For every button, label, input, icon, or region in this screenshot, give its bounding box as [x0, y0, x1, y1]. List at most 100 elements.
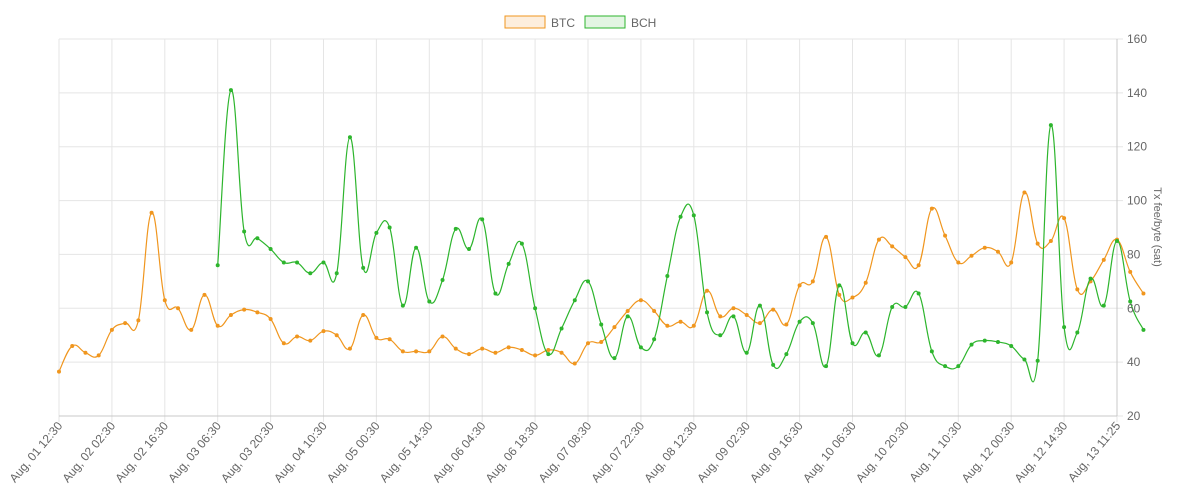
- data-point-bch[interactable]: [1048, 123, 1053, 128]
- data-point-bch[interactable]: [718, 333, 723, 338]
- data-point-btc[interactable]: [837, 292, 842, 297]
- data-point-bch[interactable]: [387, 225, 392, 230]
- data-point-bch[interactable]: [506, 261, 511, 266]
- data-point-btc[interactable]: [136, 318, 141, 323]
- data-point-btc[interactable]: [731, 306, 736, 311]
- data-point-btc[interactable]: [453, 346, 458, 351]
- data-point-btc[interactable]: [308, 338, 313, 343]
- data-point-bch[interactable]: [757, 303, 762, 308]
- data-point-btc[interactable]: [943, 233, 948, 238]
- data-point-bch[interactable]: [929, 349, 934, 354]
- data-point-bch[interactable]: [850, 341, 855, 346]
- data-point-btc[interactable]: [347, 346, 352, 351]
- data-point-bch[interactable]: [1101, 303, 1106, 308]
- data-point-btc[interactable]: [361, 313, 366, 318]
- data-point-btc[interactable]: [903, 255, 908, 260]
- data-point-bch[interactable]: [215, 263, 220, 268]
- data-point-bch[interactable]: [1022, 357, 1027, 362]
- data-point-bch[interactable]: [1088, 276, 1093, 281]
- data-point-bch[interactable]: [400, 303, 405, 308]
- data-point-btc[interactable]: [1048, 238, 1053, 243]
- data-point-btc[interactable]: [109, 327, 114, 332]
- data-point-btc[interactable]: [215, 323, 220, 328]
- data-point-bch[interactable]: [453, 226, 458, 231]
- data-point-btc[interactable]: [784, 322, 789, 327]
- data-point-btc[interactable]: [387, 337, 392, 342]
- data-point-btc[interactable]: [586, 341, 590, 346]
- data-point-bch[interactable]: [1075, 330, 1080, 335]
- data-point-btc[interactable]: [202, 292, 207, 297]
- data-point-btc[interactable]: [1141, 291, 1146, 296]
- data-point-bch[interactable]: [876, 353, 881, 358]
- data-point-bch[interactable]: [347, 135, 352, 140]
- data-point-bch[interactable]: [744, 350, 749, 355]
- data-point-btc[interactable]: [57, 369, 61, 374]
- data-point-btc[interactable]: [956, 260, 961, 265]
- data-point-btc[interactable]: [546, 348, 551, 353]
- data-point-btc[interactable]: [506, 345, 511, 350]
- data-point-bch[interactable]: [586, 279, 590, 284]
- data-point-bch[interactable]: [837, 283, 842, 288]
- data-point-btc[interactable]: [559, 350, 564, 355]
- data-point-bch[interactable]: [705, 310, 710, 315]
- data-point-bch[interactable]: [361, 265, 366, 270]
- data-point-btc[interactable]: [810, 279, 815, 284]
- data-point-btc[interactable]: [321, 329, 326, 334]
- data-point-btc[interactable]: [1009, 260, 1014, 265]
- data-point-bch[interactable]: [969, 342, 974, 347]
- data-point-btc[interactable]: [1075, 287, 1080, 292]
- data-point-btc[interactable]: [519, 348, 524, 353]
- data-point-bch[interactable]: [228, 88, 233, 93]
- data-point-btc[interactable]: [824, 234, 829, 239]
- data-point-bch[interactable]: [995, 339, 1000, 344]
- data-point-btc[interactable]: [665, 323, 670, 328]
- data-point-btc[interactable]: [374, 335, 379, 340]
- data-point-bch[interactable]: [599, 322, 604, 327]
- data-point-bch[interactable]: [427, 299, 432, 304]
- data-point-bch[interactable]: [652, 337, 657, 342]
- data-point-btc[interactable]: [96, 353, 101, 358]
- data-point-btc[interactable]: [268, 317, 273, 322]
- data-point-bch[interactable]: [916, 291, 921, 296]
- data-point-bch[interactable]: [612, 356, 617, 361]
- data-point-btc[interactable]: [189, 327, 194, 332]
- data-point-btc[interactable]: [625, 308, 630, 313]
- data-point-btc[interactable]: [466, 352, 471, 357]
- data-point-btc[interactable]: [176, 306, 181, 311]
- data-point-bch[interactable]: [493, 291, 498, 296]
- data-point-btc[interactable]: [123, 321, 128, 326]
- data-point-btc[interactable]: [1128, 269, 1133, 274]
- data-point-bch[interactable]: [295, 260, 300, 265]
- data-point-bch[interactable]: [1115, 238, 1119, 243]
- data-point-bch[interactable]: [533, 306, 538, 311]
- data-point-bch[interactable]: [321, 260, 326, 265]
- data-point-btc[interactable]: [771, 307, 776, 312]
- data-point-btc[interactable]: [228, 313, 233, 318]
- data-point-btc[interactable]: [400, 349, 405, 354]
- data-point-bch[interactable]: [784, 352, 789, 357]
- data-point-btc[interactable]: [797, 283, 802, 288]
- data-point-btc[interactable]: [982, 245, 987, 250]
- data-point-btc[interactable]: [1101, 257, 1106, 262]
- data-point-bch[interactable]: [1128, 299, 1133, 304]
- data-point-bch[interactable]: [255, 236, 260, 241]
- data-point-bch[interactable]: [863, 330, 868, 335]
- data-point-bch[interactable]: [691, 213, 696, 218]
- data-point-btc[interactable]: [744, 313, 749, 318]
- data-point-bch[interactable]: [678, 214, 683, 219]
- data-point-bch[interactable]: [638, 345, 643, 350]
- legend-item-btc[interactable]: BTC: [504, 15, 575, 30]
- data-point-btc[interactable]: [757, 321, 762, 326]
- data-point-btc[interactable]: [162, 298, 167, 303]
- data-point-btc[interactable]: [414, 349, 419, 354]
- data-point-bch[interactable]: [1035, 358, 1040, 363]
- data-point-bch[interactable]: [982, 338, 987, 343]
- data-point-btc[interactable]: [572, 361, 577, 366]
- data-point-bch[interactable]: [1009, 343, 1014, 348]
- data-point-btc[interactable]: [850, 295, 855, 300]
- data-point-bch[interactable]: [374, 230, 379, 235]
- data-point-bch[interactable]: [281, 260, 286, 265]
- data-point-bch[interactable]: [414, 245, 419, 250]
- data-point-btc[interactable]: [533, 353, 538, 358]
- data-point-bch[interactable]: [572, 298, 577, 303]
